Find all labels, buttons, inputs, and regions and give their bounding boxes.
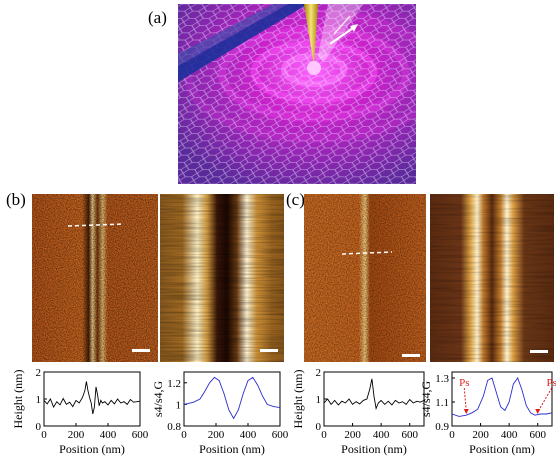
annotation-label: Ps bbox=[547, 377, 556, 389]
plot-frame bbox=[43, 371, 141, 427]
y-tick-label: 1.3 bbox=[435, 373, 449, 385]
graphene-tip-illustration bbox=[178, 4, 416, 184]
plot-frame bbox=[451, 371, 553, 427]
y-tick-label: 2 bbox=[36, 367, 42, 379]
x-tick-label: 0 bbox=[181, 429, 187, 441]
x-axis-label: Position (nm) bbox=[59, 442, 125, 456]
chart-c-height: 0 200 400 600 0 1 2 Position (nm) Height (nm) bbox=[291, 367, 425, 456]
plot-frame bbox=[183, 371, 281, 427]
probe-tip-icon bbox=[304, 4, 318, 66]
plot-frame bbox=[323, 371, 425, 427]
panel-b-charts: 0 200 400 600 0 1 2 Position (nm) Height (nm) 0 2… bbox=[11, 367, 289, 456]
panel-b-topography-image bbox=[32, 194, 158, 362]
scale-bar bbox=[402, 354, 420, 357]
y-axis-label: s4/s4,G bbox=[151, 380, 165, 417]
series-line bbox=[323, 378, 425, 411]
panel-a-illustration bbox=[178, 4, 416, 184]
line-cut-marker bbox=[341, 251, 393, 255]
y-tick-label: 1 bbox=[36, 394, 42, 406]
annotation-arrow-icon bbox=[537, 387, 553, 413]
x-tick-label: 0 bbox=[449, 429, 455, 441]
y-tick-label: 0.8 bbox=[167, 421, 181, 433]
panel-c-charts: 0 200 400 600 0 1 2 Position (nm) Height (nm) 0 2… bbox=[291, 367, 556, 456]
scale-bar bbox=[132, 349, 150, 352]
annotation-arrow-icon bbox=[463, 387, 467, 413]
panel-a-label: (a) bbox=[148, 8, 167, 27]
y-axis-label: Height (nm) bbox=[291, 370, 305, 429]
x-tick-label: 600 bbox=[529, 429, 546, 441]
panel-c-nearfield-image bbox=[430, 194, 554, 362]
x-tick-label: 0 bbox=[321, 429, 327, 441]
y-tick-label: 0 bbox=[316, 421, 322, 433]
x-tick-label: 200 bbox=[472, 429, 489, 441]
x-tick-label: 600 bbox=[132, 429, 149, 441]
x-tick-label: 400 bbox=[373, 429, 390, 441]
x-tick-label: 200 bbox=[208, 429, 225, 441]
x-tick-label: 600 bbox=[272, 429, 289, 441]
x-tick-label: 400 bbox=[501, 429, 518, 441]
chart-b-height: 0 200 400 600 0 1 2 Position (nm) Height (nm) bbox=[11, 367, 149, 456]
y-tick-label: 1.1 bbox=[435, 397, 449, 409]
chart-b-nearfield: 0 200 400 600 0.8 1 1.2 Position (nm) s4/s4,G bbox=[151, 371, 289, 456]
series-line bbox=[451, 377, 553, 417]
chart-c-nearfield: 0 200 400 600 0.9 1.1 1.3 Position (nm) s4/s4,G P… bbox=[419, 371, 556, 456]
y-axis-label: Height (nm) bbox=[11, 370, 25, 429]
y-axis-label: s4/s4,G bbox=[419, 380, 433, 417]
x-tick-label: 400 bbox=[100, 429, 117, 441]
y-tick-label: 2 bbox=[316, 367, 322, 379]
x-tick-label: 600 bbox=[401, 429, 418, 441]
arrow-icon bbox=[329, 25, 357, 45]
y-tick-label: 1 bbox=[316, 394, 322, 406]
y-tick-label: 1 bbox=[176, 399, 182, 411]
panel-c-label: (c) bbox=[286, 190, 305, 209]
x-tick-label: 400 bbox=[240, 429, 257, 441]
scale-bar bbox=[260, 349, 278, 352]
panel-c-topography-image bbox=[304, 194, 426, 362]
x-tick-label: 200 bbox=[344, 429, 361, 441]
x-axis-label: Position (nm) bbox=[199, 442, 265, 456]
series-line bbox=[183, 376, 281, 420]
x-axis-label: Position (nm) bbox=[341, 442, 407, 456]
annotation-label: Ps bbox=[459, 377, 469, 389]
y-tick-label: 0.9 bbox=[435, 421, 449, 433]
panel-b-label: (b) bbox=[6, 190, 26, 209]
scale-bar bbox=[530, 350, 548, 353]
series-line bbox=[43, 381, 141, 415]
x-axis-label: Position (nm) bbox=[469, 442, 535, 456]
x-tick-label: 200 bbox=[68, 429, 85, 441]
x-tick-label: 0 bbox=[41, 429, 47, 441]
y-tick-label: 1.2 bbox=[167, 378, 181, 390]
panel-b-nearfield-image bbox=[160, 194, 284, 362]
line-cut-marker bbox=[67, 223, 125, 227]
y-tick-label: 0 bbox=[36, 421, 42, 433]
